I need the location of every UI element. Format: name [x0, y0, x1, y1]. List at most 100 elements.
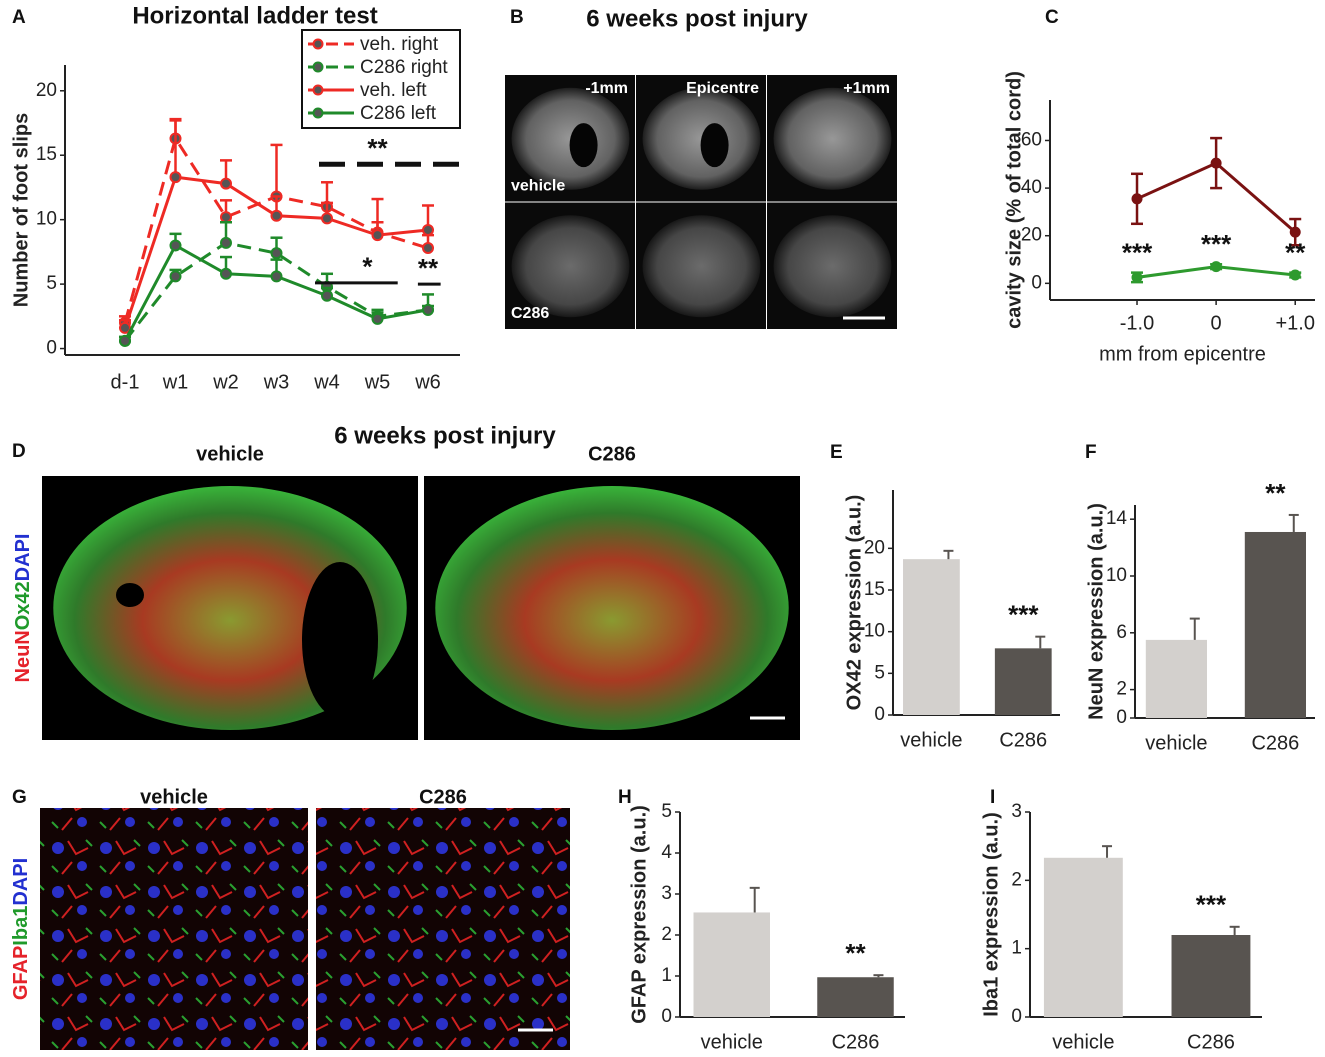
panel-letter: B [510, 7, 524, 28]
panel-letter: D [12, 441, 26, 462]
significance-label: *** [1201, 229, 1232, 259]
stain-label: NeuNOx42DAPI [12, 534, 34, 683]
marker [220, 177, 232, 190]
y-tick-label: 0 [46, 338, 57, 359]
y-tick-label: 2 [1011, 869, 1022, 890]
bar [1145, 639, 1207, 718]
x-tick-label: w1 [162, 371, 189, 393]
x-tick-label: vehicle [1052, 1031, 1114, 1053]
marker [1131, 271, 1143, 283]
cord-section [773, 87, 892, 190]
legend-marker [312, 84, 324, 96]
x-tick-label: vehicle [701, 1031, 763, 1053]
bar [903, 559, 960, 715]
row-label: vehicle [511, 178, 565, 195]
row-label: C286 [511, 305, 549, 322]
marker [1210, 157, 1222, 169]
x-tick-label: +1.0 [1275, 312, 1314, 334]
chart-title: Horizontal ladder test [132, 2, 377, 29]
y-tick-label: 20 [36, 80, 57, 101]
legend-marker [312, 107, 324, 119]
x-tick-label: w2 [212, 371, 239, 393]
x-tick-label: w6 [414, 371, 441, 393]
significance-label: *** [1008, 600, 1039, 630]
column-label: C286 [588, 443, 636, 465]
panel-letter: I [990, 787, 995, 808]
y-axis-label: GFAP expression (a.u.) [628, 805, 650, 1024]
y-tick-label: 20 [1021, 225, 1042, 246]
x-tick-label: 0 [1211, 312, 1222, 334]
y-tick-label: 1 [661, 965, 672, 986]
y-tick-label: 3 [661, 883, 672, 904]
column-label: vehicle [140, 786, 208, 808]
x-tick-label: w5 [364, 371, 391, 393]
panel-letter: E [830, 442, 843, 463]
panel-letter: A [12, 7, 26, 28]
legend-marker [312, 38, 324, 50]
y-axis-label: Number of foot slips [10, 113, 32, 307]
y-tick-label: 0 [1116, 707, 1127, 728]
significance-label: * [362, 252, 373, 282]
significance-label: ** [845, 938, 866, 968]
x-tick-label: -1.0 [1120, 312, 1154, 334]
column-label: Epicentre [686, 80, 759, 97]
bar [994, 648, 1052, 715]
marker [1131, 193, 1143, 205]
stain-part: Iba1 [10, 906, 32, 946]
marker [220, 267, 232, 280]
column-label: vehicle [196, 443, 264, 465]
marker [422, 303, 434, 316]
significance-label: *** [1122, 237, 1153, 267]
x-tick-label: vehicle [1145, 732, 1207, 754]
y-tick-label: 2 [661, 924, 672, 945]
x-tick-label: d-1 [111, 371, 140, 393]
bar [817, 977, 894, 1017]
marker [169, 270, 182, 283]
x-tick-label: w3 [263, 371, 290, 393]
panel-letter: C [1045, 7, 1059, 28]
marker [1289, 226, 1301, 238]
marker [270, 247, 283, 260]
y-tick-label: 3 [1011, 801, 1022, 822]
y-tick-label: 0 [874, 704, 885, 725]
stain-part: Ox42 [12, 581, 34, 630]
y-tick-label: 10 [1106, 565, 1127, 586]
cord-section [435, 486, 789, 730]
cavity [302, 562, 378, 718]
x-tick-label: C286 [832, 1031, 880, 1053]
marker [422, 242, 434, 255]
y-tick-label: 6 [1116, 622, 1127, 643]
marker [1289, 269, 1301, 281]
stain-label: GFAPIba1DAPI [10, 858, 32, 1000]
stain-part: DAPI [10, 858, 32, 906]
cord-section [642, 215, 761, 318]
marker [119, 334, 131, 347]
y-axis-label: NeuN expression (a.u.) [1085, 503, 1107, 720]
marker [169, 171, 182, 184]
bar [1043, 857, 1123, 1017]
y-tick-label: 20 [864, 537, 885, 558]
column-label: +1mm [843, 80, 890, 97]
y-tick-label: 5 [874, 662, 885, 683]
y-tick-label: 2 [1116, 679, 1127, 700]
marker [220, 236, 232, 249]
stain-part: NeuN [12, 630, 34, 682]
y-tick-label: 10 [864, 621, 885, 642]
x-tick-label: C286 [999, 729, 1047, 751]
image-title: 6 weeks post injury [334, 422, 556, 449]
marker [321, 212, 333, 225]
marker [422, 223, 434, 236]
bar [693, 912, 770, 1017]
micrograph [40, 808, 308, 1050]
y-tick-label: 5 [661, 801, 672, 822]
significance-label: ** [418, 253, 439, 283]
significance-label: ** [1285, 237, 1306, 267]
micrograph [316, 808, 570, 1050]
significance-label: ** [367, 133, 388, 163]
marker [119, 321, 131, 334]
bar [1171, 935, 1251, 1017]
marker [270, 270, 283, 283]
x-axis-label: mm from epicentre [1099, 343, 1266, 365]
panel-letter: H [618, 787, 632, 808]
legend-label: C286 right [360, 57, 448, 78]
